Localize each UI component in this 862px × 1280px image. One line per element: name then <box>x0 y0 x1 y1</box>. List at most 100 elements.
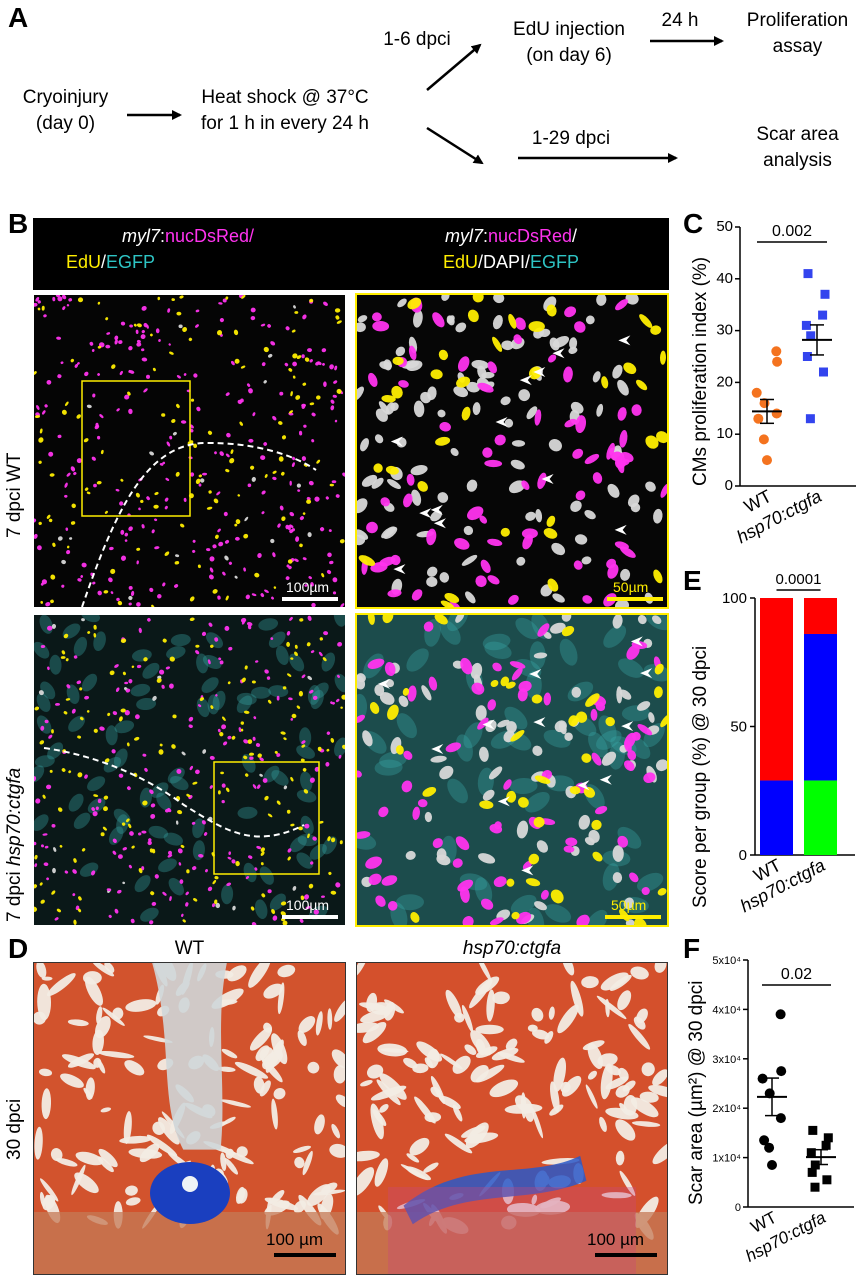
nucleus-mag <box>179 879 184 884</box>
nucleus-mag <box>565 837 578 847</box>
nucleus-yel <box>271 909 276 914</box>
nucleus-yel <box>150 891 155 896</box>
nucleus-yel <box>104 758 110 763</box>
tissue-gap <box>497 1051 525 1063</box>
nucleus-yel <box>78 896 82 901</box>
nucleus-wht <box>357 386 364 402</box>
nucleus-cyan <box>439 620 461 645</box>
nucleus-wht <box>387 479 401 489</box>
nucleus-yel <box>653 569 663 584</box>
nucleus-mag <box>95 806 99 811</box>
hdr-right-gene: myl7 <box>444 226 483 246</box>
nucleus-yel <box>193 443 198 448</box>
nucleus-mag <box>509 661 526 669</box>
nucleus-mag <box>246 383 251 387</box>
nucleus-mag <box>165 666 171 670</box>
nucleus-mag <box>240 398 244 403</box>
nucleus-mag <box>159 463 164 466</box>
nucleus-mag <box>455 836 470 851</box>
nucleus-wht <box>552 593 565 603</box>
nucleus-yel <box>135 492 140 498</box>
nucleus-wht <box>307 532 312 538</box>
nucleus-wht <box>648 712 655 723</box>
nucleus-yel <box>97 301 101 305</box>
tissue-gap <box>222 1149 254 1165</box>
nucleus-yel <box>287 559 293 564</box>
nucleus-mag <box>34 302 38 307</box>
nucleus-yel <box>46 514 51 519</box>
nucleus-mag <box>248 855 253 859</box>
nucleus-yel <box>276 800 281 805</box>
nucleus-yel <box>546 515 556 527</box>
histology-wt: 100 µm <box>33 962 346 1275</box>
arrowhead-marker <box>614 524 627 535</box>
nucleus-mag <box>338 754 342 759</box>
hdr-right-slash0: / <box>572 226 578 246</box>
tissue-gap <box>218 1066 236 1072</box>
nucleus-mag <box>407 685 417 702</box>
tissue-gap <box>41 1088 52 1120</box>
tissue-gap <box>636 1008 648 1024</box>
nucleus-mag <box>125 688 131 693</box>
nucleus-yel <box>171 744 176 749</box>
nucleus-yel <box>103 590 109 594</box>
nucleus-yel <box>213 498 219 504</box>
nucleus-yel <box>319 637 323 641</box>
nucleus-wht <box>478 853 496 864</box>
tissue-gap <box>372 1109 387 1127</box>
nucleus-yel <box>70 358 74 363</box>
nucleus-mag <box>309 777 315 783</box>
wound-base <box>357 1212 667 1274</box>
tissue-gap <box>220 1152 227 1171</box>
nucleus-yel <box>192 781 198 785</box>
nucleus-mag <box>120 529 125 535</box>
nucleus-yel <box>528 853 540 865</box>
nucleus-mag <box>248 438 254 443</box>
nucleus-yel <box>294 651 298 657</box>
nucleus-wht <box>296 483 301 488</box>
nucleus-cyan <box>510 894 537 915</box>
nucleus-cyan <box>49 654 62 675</box>
hdr-right-colon: : <box>482 226 488 246</box>
panel-label-c: C <box>683 208 704 239</box>
nucleus-yel <box>84 487 89 491</box>
nucleus-mag <box>255 743 261 747</box>
nucleus-mag <box>221 783 226 788</box>
nucleus-yel <box>322 657 327 662</box>
nucleus-wht <box>526 406 538 420</box>
tissue-gap <box>438 1095 461 1110</box>
flow-dpci-1-6: 1-6 dpci <box>383 29 451 50</box>
data-point <box>762 455 772 466</box>
nucleus-cyan <box>396 713 417 739</box>
nucleus-cyan <box>310 689 324 710</box>
tissue-gap <box>359 1002 388 1011</box>
nucleus-mag <box>266 676 271 680</box>
arrowhead-marker <box>630 636 643 647</box>
nucleus-yel <box>73 919 77 925</box>
nucleus-mag <box>158 339 161 342</box>
nucleus-wht <box>516 556 526 566</box>
nucleus-yel <box>241 677 246 683</box>
nucleus-mag <box>192 539 196 543</box>
nucleus-mag <box>304 823 310 829</box>
nucleus-mag <box>471 682 485 695</box>
nucleus-mag <box>227 856 232 860</box>
nucleus-cyan <box>201 677 219 694</box>
data-point <box>818 310 828 320</box>
nucleus-mag <box>216 491 221 496</box>
nucleus-yel <box>391 385 403 399</box>
nucleus-mag <box>183 497 187 502</box>
nucleus-mag <box>46 784 52 790</box>
nucleus-cyan <box>34 641 50 659</box>
nucleus-mag <box>314 496 320 502</box>
tissue-gap <box>505 1038 518 1051</box>
nucleus-wht <box>446 315 455 326</box>
nucleus-mag <box>138 832 142 836</box>
nucleus-yel <box>87 631 91 634</box>
nucleus-wht <box>379 692 395 705</box>
hdr-right-red: nucDsRed <box>487 226 573 246</box>
nucleus-yel <box>179 295 184 299</box>
tissue-gap <box>652 1140 667 1165</box>
nucleus-cyan <box>81 673 98 692</box>
tissue-gap <box>292 1145 312 1154</box>
